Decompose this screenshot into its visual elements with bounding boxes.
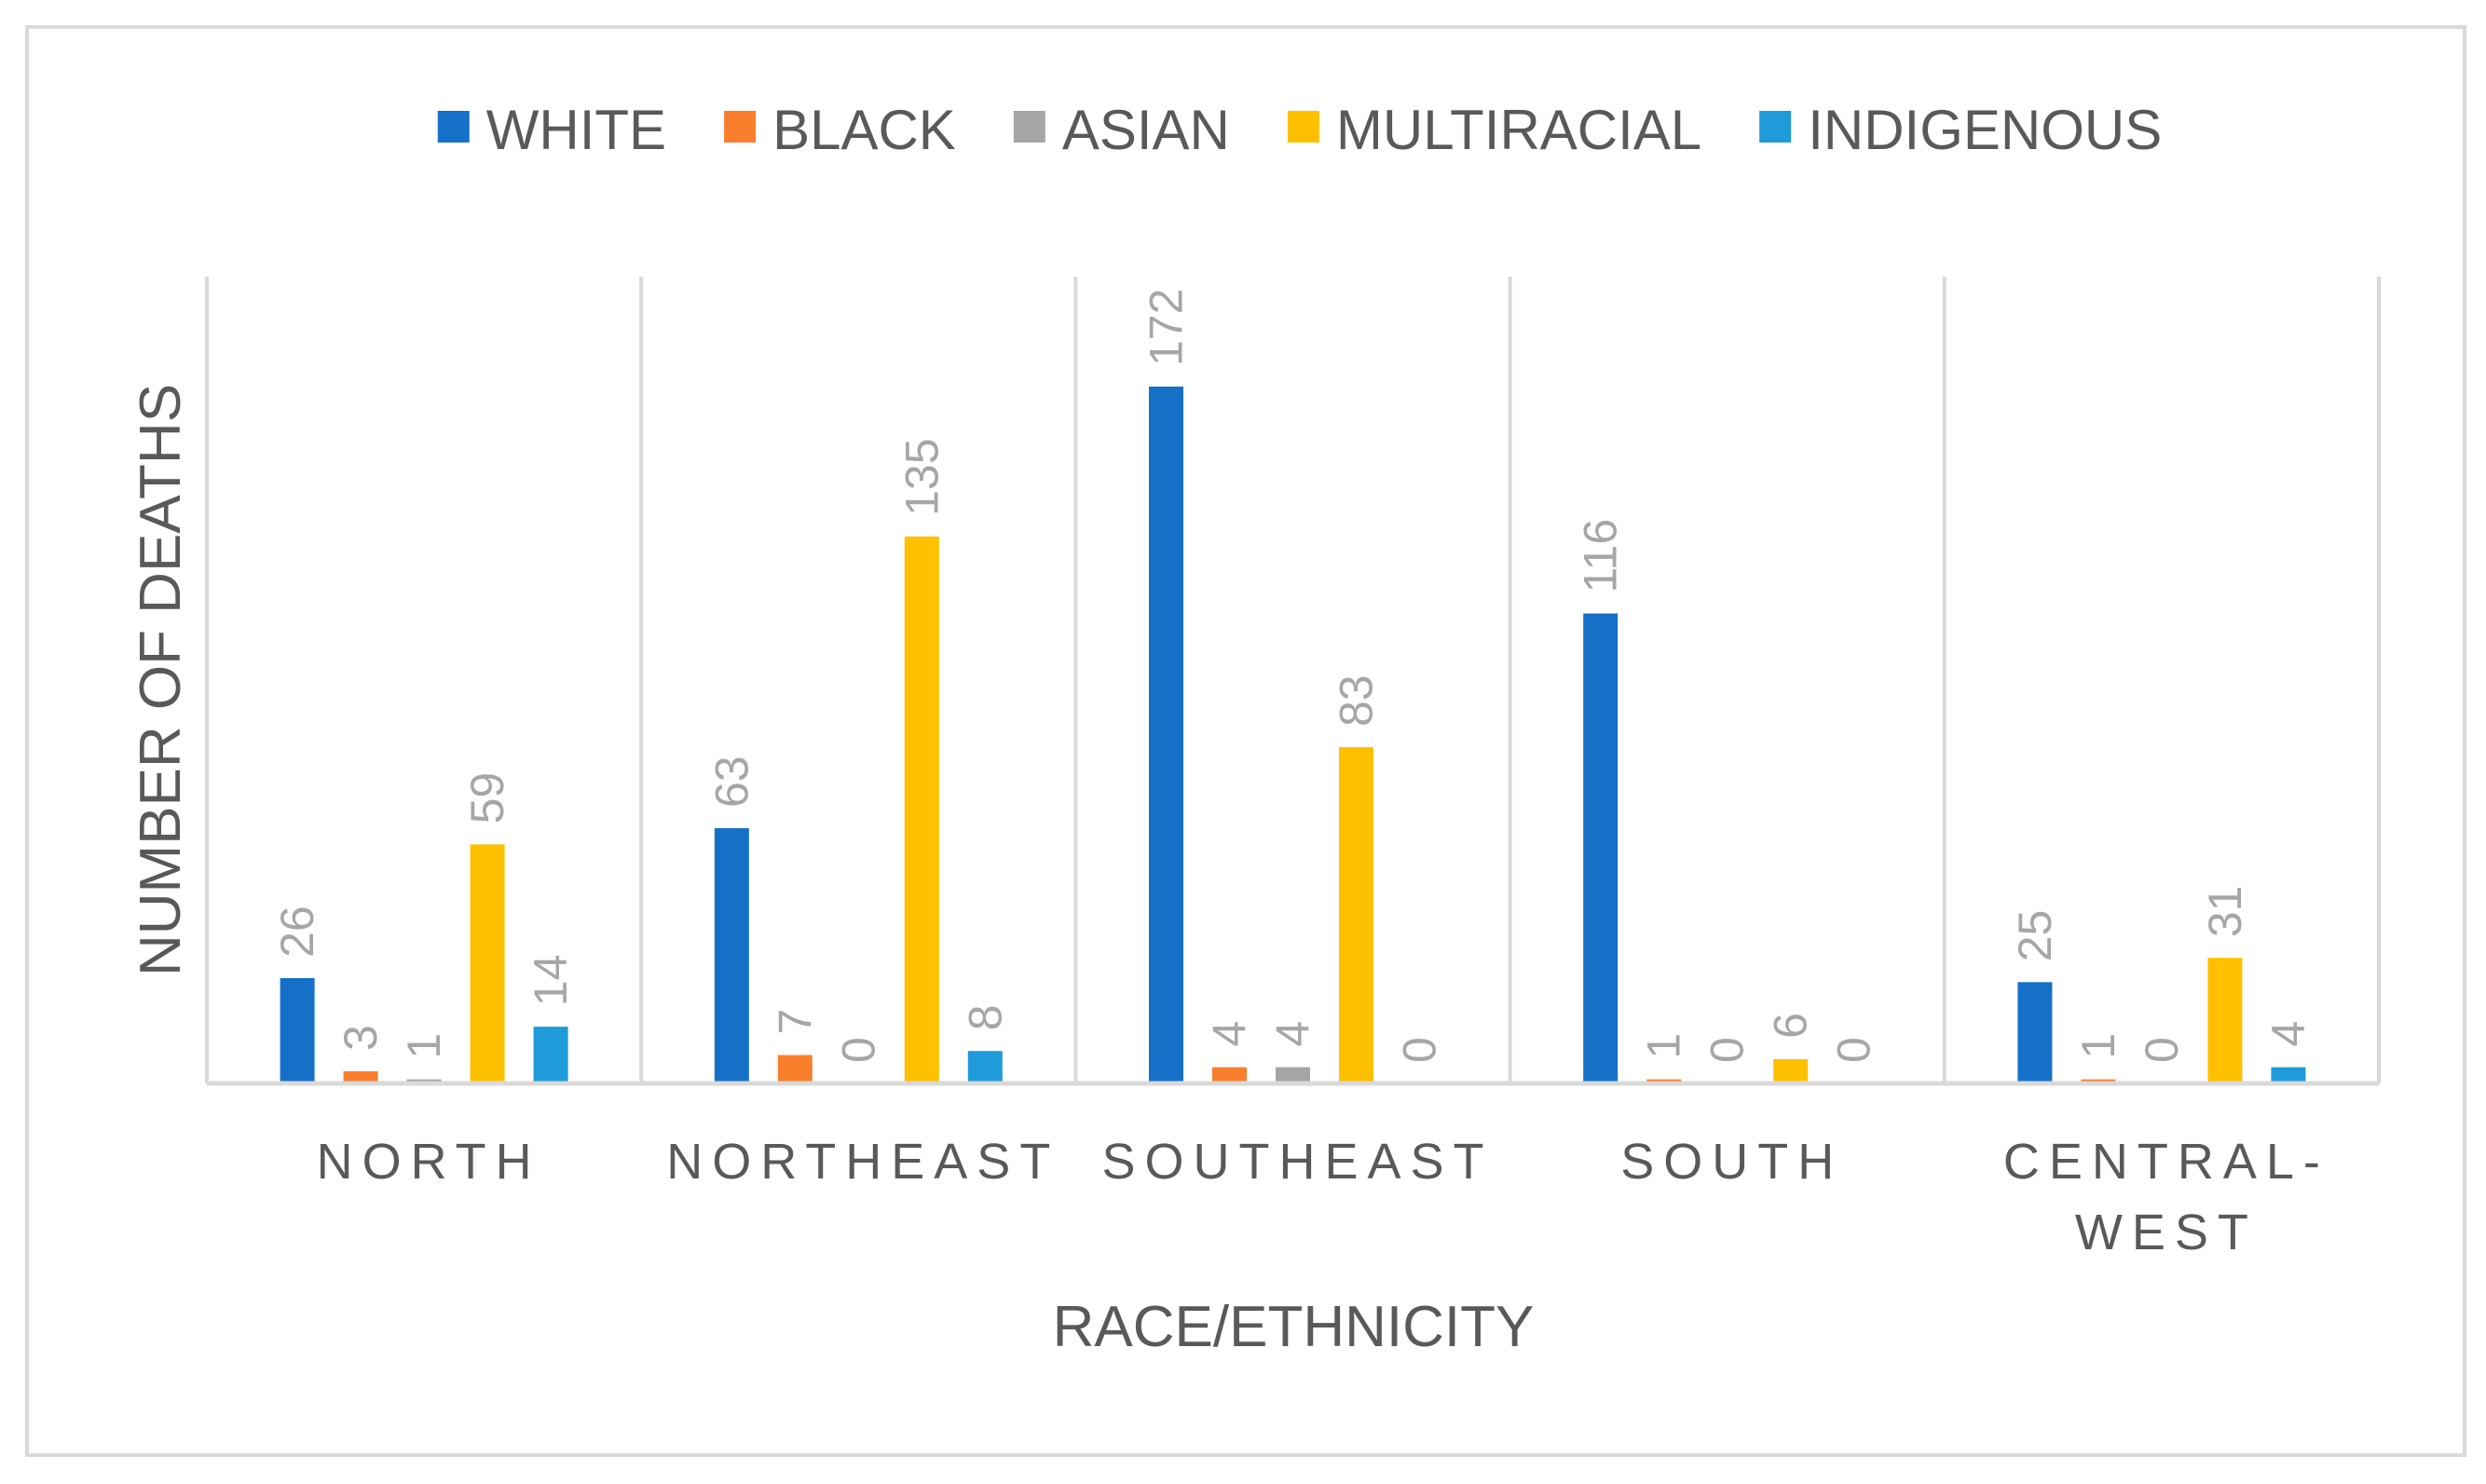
bar-north-multiracial [470,844,505,1083]
data-label-south-asian: 0 [1701,1037,1754,1063]
legend-swatch-indigenous [1759,111,1792,143]
legend-swatch-multiracial [1287,111,1319,143]
data-label-south-indigenous: 0 [1828,1037,1880,1063]
bar-north-indigenous [533,1027,568,1083]
data-label-north-indigenous: 14 [525,954,577,1006]
data-label-south-black: 1 [1638,1033,1690,1059]
bar-southeast-white [1149,387,1183,1083]
data-label-central-west-black: 1 [2072,1033,2124,1059]
category-label-north: NORTH [317,1134,541,1190]
data-label-north-black: 3 [335,1025,387,1051]
legend-label-indigenous: INDIGENOUS [1808,99,2162,161]
data-label-central-west-multiracial: 31 [2199,886,2251,938]
legend-swatch-white [437,111,470,143]
category-dividers [205,277,2381,1083]
data-label-southeast-indigenous: 0 [1394,1037,1446,1063]
bar-central-west-indigenous [2271,1067,2306,1083]
category-label-central-west: CENTRAL-WEST [2003,1134,2329,1260]
bar-south-multiracial [1773,1058,1809,1083]
category-label-southeast: SOUTHEAST [1101,1134,1493,1190]
bar-central-west-multiracial [2207,958,2243,1083]
data-label-southeast-white: 172 [1141,289,1193,366]
bar-north-white [280,977,315,1083]
data-label-northeast-indigenous: 8 [959,1004,1011,1030]
bars [280,387,2306,1083]
data-label-northeast-white: 63 [705,756,758,808]
data-label-south-white: 116 [1575,519,1627,593]
legend: WHITE BLACK ASIAN MULTIRACIAL INDIGENOUS [437,99,2162,161]
data-label-north-multiracial: 59 [461,772,513,824]
bar-northeast-indigenous [967,1051,1003,1083]
category-label-south: SOUTH [1620,1134,1843,1190]
data-label-north-white: 26 [271,905,323,958]
data-label-northeast-asian: 0 [832,1037,884,1063]
bar-northeast-white [714,828,749,1083]
data-label-central-west-asian: 0 [2136,1037,2188,1063]
data-label-south-multiracial: 6 [1765,1013,1817,1039]
bar-north-black [343,1070,378,1083]
data-label-northeast-multiracial: 135 [895,438,948,515]
data-label-southeast-asian: 4 [1267,1021,1319,1047]
bar-southeast-multiracial [1339,747,1373,1083]
bar-southeast-black [1212,1067,1247,1083]
bar-southeast-asian [1276,1067,1310,1083]
category-label-northeast: NORTHEAST [666,1134,1059,1190]
bar-south-white [1583,613,1619,1083]
legend-label-multiracial: MULTIRACIAL [1336,99,1701,161]
legend-label-black: BLACK [772,99,956,161]
category-labels: NORTH NORTHEAST SOUTHEAST SOUTH CENTRAL-WEST [317,1134,2329,1260]
bar-northeast-black [777,1055,813,1083]
x-axis-title: RACE/ETHNICITY [1053,1295,1535,1359]
data-label-southeast-multiracial: 83 [1331,674,1383,727]
data-label-central-west-indigenous: 4 [2262,1021,2315,1047]
bar-northeast-multiracial [904,536,939,1083]
data-label-central-west-white: 25 [2009,910,2061,962]
legend-label-white: WHITE [486,99,666,161]
data-label-northeast-black: 7 [769,1009,821,1035]
chart-frame [25,25,2466,1457]
legend-swatch-black [724,111,757,143]
data-label-southeast-black: 4 [1204,1021,1256,1047]
legend-swatch-asian [1013,111,1045,143]
y-axis-title: NUMBER OF DEATHS [129,384,193,976]
bar-central-west-white [2017,982,2053,1083]
legend-label-asian: ASIAN [1062,99,1230,161]
data-label-north-asian: 1 [398,1033,450,1059]
